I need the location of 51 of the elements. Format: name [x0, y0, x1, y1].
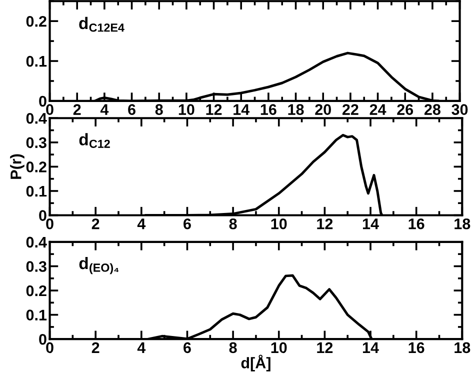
x-tick-label: 12	[206, 104, 222, 115]
y-tick-label: 0	[39, 96, 46, 107]
x-axis-title: d[Å]	[241, 354, 270, 372]
y-tick-label: 0.4	[26, 236, 47, 248]
y-tick-label: 0	[39, 334, 46, 345]
x-tick-label: 6	[184, 342, 191, 354]
x-tick-label: 26	[397, 104, 414, 115]
x-tick-label: 8	[155, 104, 163, 115]
y-tick-label: 0	[39, 210, 46, 221]
x-tick-label: 30	[452, 104, 468, 115]
y-tick-label: 0.1	[26, 310, 47, 320]
x-tick-label: 16	[408, 342, 424, 354]
x-tick-label: 8	[229, 218, 237, 230]
x-tick-label: 20	[315, 104, 331, 115]
x-tick-label: 14	[362, 218, 379, 230]
x-tick-label: 16	[408, 218, 424, 230]
x-tick-label: 10	[271, 218, 287, 230]
x-tick-label: 2	[73, 104, 81, 115]
y-tick-label: 0.2	[26, 162, 46, 172]
x-tick-label: 28	[424, 104, 440, 115]
y-tick-label: 0.4	[26, 112, 47, 124]
y-tick-label: 0.3	[26, 137, 46, 148]
x-tick-label: 14	[234, 104, 250, 115]
y-tick-label: 0.1	[26, 186, 47, 197]
y-tick-label: 0.2	[26, 285, 46, 296]
x-tick-label: 24	[370, 104, 386, 115]
x-tick-label: 18	[288, 104, 304, 115]
x-tick-label: 14	[362, 342, 379, 353]
x-tick-label: 18	[454, 342, 470, 354]
x-tick-label: 12	[317, 342, 333, 353]
x-tick-label: 4	[100, 104, 109, 115]
y-tick-label: 0.3	[26, 261, 46, 272]
y-tick-label: 0.2	[26, 16, 46, 27]
annotation: d$_{C12E4}$	[79, 16, 124, 32]
x-tick-label: 22	[342, 104, 358, 115]
y-tick-label: 0.1	[26, 56, 47, 67]
x-tick-label: 6	[128, 104, 136, 115]
x-tick-label: 2	[92, 218, 100, 230]
x-tick-label: 10	[271, 342, 287, 354]
annotation: d$_{(EO)₄}$	[79, 256, 119, 274]
x-tick-label: 4	[137, 218, 146, 230]
annotation: d$_{C12}$	[79, 133, 110, 148]
x-tick-label: 8	[229, 342, 237, 354]
x-tick-label: 6	[184, 218, 191, 230]
x-tick-label: 18	[454, 218, 470, 230]
x-tick-label: 4	[137, 342, 146, 353]
x-tick-label: 12	[317, 218, 333, 230]
y-axis-title: P(r)	[10, 154, 24, 179]
x-tick-label: 10	[178, 104, 194, 115]
x-tick-label: 16	[260, 104, 276, 115]
x-tick-label: 2	[92, 342, 100, 353]
